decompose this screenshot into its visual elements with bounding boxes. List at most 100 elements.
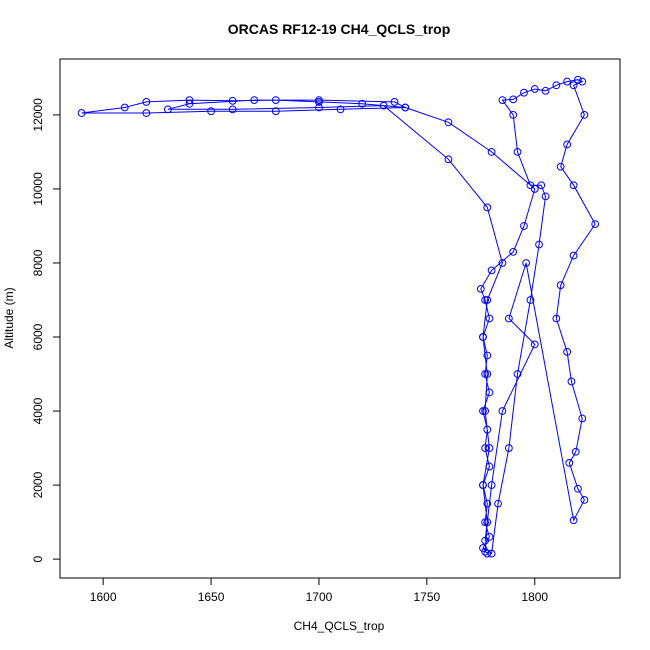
point	[444, 118, 453, 127]
point	[494, 499, 502, 508]
point	[513, 148, 522, 156]
point	[315, 96, 323, 104]
point	[481, 296, 490, 304]
point	[520, 88, 528, 97]
point	[556, 281, 565, 290]
point	[526, 181, 535, 190]
point	[569, 516, 578, 525]
point	[563, 347, 572, 356]
point	[565, 458, 574, 467]
point	[578, 77, 587, 86]
point	[563, 140, 572, 149]
point	[485, 314, 494, 323]
point	[390, 98, 399, 106]
point	[476, 284, 485, 293]
plot-frame	[59, 58, 621, 579]
point	[498, 407, 507, 415]
point	[185, 99, 194, 108]
point	[580, 110, 589, 119]
point	[142, 109, 151, 117]
point	[574, 484, 582, 493]
point	[444, 155, 453, 164]
point	[485, 462, 494, 471]
x-tick-label: 1700	[306, 590, 333, 604]
point	[530, 85, 539, 93]
point	[571, 447, 580, 456]
point	[483, 296, 492, 304]
point	[569, 81, 578, 90]
point	[228, 96, 237, 105]
x-tick-label: 1750	[414, 590, 441, 604]
x-tick-label: 1600	[90, 590, 117, 604]
x-tick-label: 1800	[521, 590, 548, 604]
point	[479, 407, 487, 415]
point	[552, 314, 561, 323]
point	[479, 544, 487, 552]
point	[483, 203, 492, 212]
y-tick-label: 12000	[31, 98, 45, 132]
chart-title: ORCAS RF12-19 CH4_QCLS_trop	[228, 21, 451, 37]
point	[498, 259, 507, 267]
point	[481, 370, 490, 378]
point	[567, 377, 576, 386]
point	[481, 518, 490, 527]
point	[578, 414, 587, 423]
point	[541, 192, 550, 201]
point	[483, 518, 492, 527]
point	[535, 240, 543, 249]
y-tick-label: 4000	[31, 397, 45, 424]
point	[569, 251, 578, 260]
point	[504, 444, 513, 452]
point	[120, 103, 129, 112]
point	[487, 481, 496, 489]
point	[483, 549, 492, 558]
point	[591, 220, 600, 229]
point	[185, 96, 194, 104]
point	[271, 107, 280, 116]
point	[315, 103, 323, 112]
point	[509, 95, 518, 104]
point	[481, 407, 490, 415]
x-axis-label: CH4_QCLS_trop	[294, 619, 385, 633]
point	[250, 96, 259, 104]
point	[537, 181, 546, 190]
y-tick-label: 10000	[31, 172, 45, 206]
point	[271, 96, 280, 104]
point	[479, 481, 487, 489]
point	[487, 148, 496, 156]
point	[479, 333, 487, 341]
point	[142, 98, 151, 106]
point	[513, 370, 522, 378]
point	[401, 103, 410, 112]
point	[556, 162, 565, 171]
point	[481, 444, 490, 452]
point	[563, 77, 572, 86]
point	[77, 109, 86, 117]
y-tick-label: 6000	[31, 323, 45, 350]
point	[552, 81, 561, 90]
y-tick-label: 2000	[31, 471, 45, 498]
point	[487, 266, 496, 275]
point	[358, 99, 367, 108]
point	[580, 495, 589, 504]
x-tick-label: 1650	[198, 590, 225, 604]
point	[574, 75, 582, 84]
y-tick-label: 8000	[31, 249, 45, 276]
point	[509, 247, 518, 256]
series-line	[81, 79, 596, 555]
point	[541, 86, 550, 95]
point	[504, 314, 513, 323]
point	[483, 370, 492, 378]
point	[163, 105, 172, 114]
point	[481, 536, 490, 545]
point	[228, 105, 237, 114]
point	[483, 499, 492, 508]
y-tick-label: 0	[31, 555, 45, 562]
point	[379, 101, 388, 110]
point	[485, 444, 494, 452]
point	[530, 340, 539, 349]
point	[483, 351, 492, 360]
point	[485, 388, 494, 397]
point	[520, 222, 528, 230]
